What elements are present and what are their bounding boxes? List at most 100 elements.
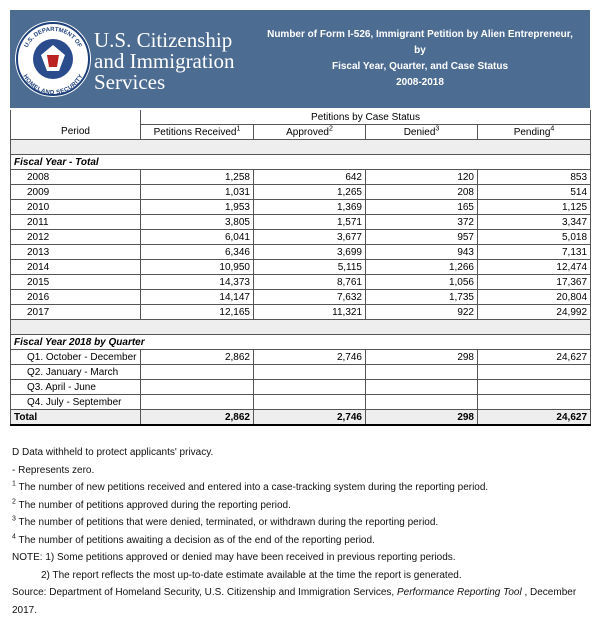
agency-line: and Immigration bbox=[94, 49, 235, 73]
footnote-text: - Represents zero. bbox=[12, 464, 95, 476]
header-banner: U.S. DEPARTMENT OF HOMELAND SECURITY U.S… bbox=[10, 10, 590, 108]
value-cell: 1,125 bbox=[476, 199, 592, 215]
value-cell bbox=[365, 364, 478, 380]
value-cell: 298 bbox=[365, 349, 478, 365]
period-cell: Q4. July - September bbox=[10, 394, 141, 410]
section-title: Fiscal Year - Total bbox=[9, 154, 592, 170]
value-cell: 642 bbox=[253, 169, 366, 185]
value-cell bbox=[140, 394, 254, 410]
data-row: 2015 14,373 8,761 1,056 17,367 bbox=[10, 274, 592, 290]
value-cell: 8,761 bbox=[253, 274, 366, 290]
data-row: Q2. January - March bbox=[10, 364, 592, 380]
value-cell: 11,321 bbox=[253, 304, 366, 320]
period-cell: 2009 bbox=[10, 184, 141, 200]
value-cell: 3,677 bbox=[253, 229, 366, 245]
total-label: Total bbox=[10, 409, 141, 426]
value-cell: 957 bbox=[365, 229, 478, 245]
title-line: Number of Form I-526, Immigrant Petition… bbox=[267, 29, 573, 56]
value-cell: 14,373 bbox=[140, 274, 254, 290]
value-cell: 7,632 bbox=[253, 289, 366, 305]
footnote: 4 The number of petitions awaiting a dec… bbox=[12, 532, 592, 550]
value-cell: 1,571 bbox=[253, 214, 366, 230]
group-header: Petitions by Case Status bbox=[139, 110, 592, 125]
column-header-row: Period Petitions Received1 Approved2 Denied… bbox=[10, 124, 592, 140]
value-cell: 5,018 bbox=[476, 229, 592, 245]
footnote: D Data withheld to protect applicants' p… bbox=[12, 444, 592, 462]
data-row: 2008 1,258 642 120 853 bbox=[10, 169, 592, 185]
value-cell: 24,627 bbox=[476, 349, 592, 365]
period-cell: 2011 bbox=[10, 214, 141, 230]
value-cell bbox=[476, 394, 592, 410]
value-cell: 514 bbox=[476, 184, 592, 200]
value-cell: 12,474 bbox=[476, 259, 592, 275]
footnote: - Represents zero. bbox=[12, 462, 592, 480]
period-cell: 2008 bbox=[10, 169, 141, 185]
data-row: 2011 3,805 1,571 372 3,347 bbox=[10, 214, 592, 230]
data-row: 2013 6,346 3,699 943 7,131 bbox=[10, 244, 592, 260]
body: Petitions by Case Status Period Petitions … bbox=[9, 110, 592, 426]
period-cell: 2013 bbox=[10, 244, 141, 260]
period-cell: 2015 bbox=[10, 274, 141, 290]
value-cell: 1,266 bbox=[365, 259, 478, 275]
value-cell: 1,031 bbox=[140, 184, 254, 200]
footnote-text: D Data withheld to protect applicants' p… bbox=[12, 447, 214, 458]
value-cell: 1,369 bbox=[253, 199, 366, 215]
total-value: 24,627 bbox=[476, 409, 592, 426]
period-cell: 2012 bbox=[10, 229, 141, 245]
value-cell: 17,367 bbox=[476, 274, 592, 290]
value-cell: 3,805 bbox=[140, 214, 254, 230]
data-row: Q4. July - September bbox=[10, 394, 592, 410]
data-row: 2014 10,950 5,115 1,266 12,474 bbox=[10, 259, 592, 275]
title-line: Fiscal Year, Quarter, and Case Status bbox=[331, 61, 508, 72]
value-cell: 12,165 bbox=[140, 304, 254, 320]
column-header: Denied3 bbox=[365, 124, 478, 140]
value-cell: 943 bbox=[365, 244, 478, 260]
value-cell bbox=[253, 364, 366, 380]
column-note: 1 bbox=[236, 125, 241, 133]
period-cell: 2014 bbox=[10, 259, 141, 275]
source: Source: Department of Homeland Security,… bbox=[12, 584, 592, 619]
value-cell: 1,258 bbox=[140, 169, 254, 185]
data-row: 2010 1,953 1,369 165 1,125 bbox=[10, 199, 592, 215]
value-cell: 6,041 bbox=[140, 229, 254, 245]
footnote-marker: 1 bbox=[12, 480, 16, 488]
value-cell: 853 bbox=[476, 169, 592, 185]
value-cell: 2,746 bbox=[253, 349, 366, 365]
value-cell: 5,115 bbox=[253, 259, 366, 275]
column-label: Period bbox=[61, 126, 90, 138]
value-cell: 165 bbox=[365, 199, 478, 215]
value-cell: 3,347 bbox=[476, 214, 592, 230]
period-cell: 2010 bbox=[10, 199, 141, 215]
group-header-row: Petitions by Case Status bbox=[10, 110, 592, 125]
value-cell: 208 bbox=[365, 184, 478, 200]
report-title: Number of Form I-526, Immigrant Petition… bbox=[260, 27, 580, 91]
footnote-marker: 3 bbox=[12, 515, 16, 523]
value-cell: 1,953 bbox=[140, 199, 254, 215]
data-row: 2009 1,031 1,265 208 514 bbox=[10, 184, 592, 200]
value-cell: 10,950 bbox=[140, 259, 254, 275]
data-row: 2012 6,041 3,677 957 5,018 bbox=[10, 229, 592, 245]
value-cell bbox=[365, 379, 478, 395]
value-cell: 1,265 bbox=[253, 184, 366, 200]
source-title: Performance Reporting Tool bbox=[396, 587, 522, 598]
footnotes: D Data withheld to protect applicants' p… bbox=[12, 444, 592, 619]
value-cell bbox=[253, 379, 366, 395]
period-cell: Q2. January - March bbox=[10, 364, 141, 380]
footnote-marker: 2 bbox=[12, 498, 16, 506]
column-label: Approved bbox=[286, 126, 329, 138]
agency-name: U.S. Citizenship and Immigration Services bbox=[94, 30, 235, 93]
period-cell: 2016 bbox=[10, 289, 141, 305]
value-cell: 1,056 bbox=[365, 274, 478, 290]
blank-cell bbox=[9, 319, 592, 335]
period-cell: Q3. April - June bbox=[10, 379, 141, 395]
footnote-text: The number of petitions approved during … bbox=[15, 499, 291, 511]
value-cell: 7,131 bbox=[476, 244, 592, 260]
data-row: 2016 14,147 7,632 1,735 20,804 bbox=[10, 289, 592, 305]
value-cell bbox=[140, 364, 254, 380]
value-cell bbox=[365, 394, 478, 410]
section-row: Fiscal Year 2018 by Quarter bbox=[9, 334, 592, 350]
data-row: Q3. April - June bbox=[10, 379, 592, 395]
footnote-text: The number of petitions awaiting a decis… bbox=[15, 534, 375, 546]
column-note: 4 bbox=[550, 125, 555, 133]
seal: U.S. DEPARTMENT OF HOMELAND SECURITY bbox=[15, 21, 91, 97]
